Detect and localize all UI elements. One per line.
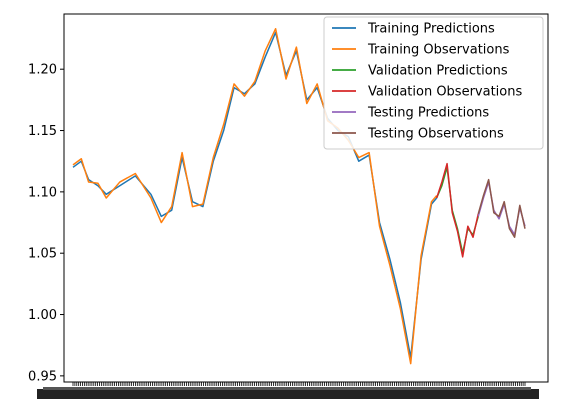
series-line-training-observations — [72, 27, 438, 365]
y-tick-label: 1.05 — [28, 247, 57, 262]
y-tick-label: 1.10 — [28, 185, 57, 200]
legend-label: Validation Predictions — [368, 64, 508, 79]
x-axis — [37, 382, 539, 399]
series-line-testing-observations — [477, 178, 526, 238]
legend-label: Training Predictions — [367, 22, 495, 37]
y-tick-label: 1.00 — [28, 308, 57, 323]
series-lines — [72, 27, 526, 365]
legend-label: Validation Observations — [368, 85, 522, 100]
legend: Training Predictions Training Observation… — [323, 16, 544, 150]
legend-label: Training Observations — [367, 43, 510, 58]
legend-label: Testing Observations — [367, 127, 504, 142]
y-tick-label: 0.95 — [28, 369, 57, 384]
legend-label: Testing Predictions — [367, 106, 489, 121]
y-tick-label: 1.15 — [28, 124, 57, 139]
x-tick-labels-overlap — [37, 389, 539, 399]
legend-box — [323, 16, 544, 150]
y-tick-label: 1.20 — [28, 63, 57, 78]
x-tick-labels-overlap-top — [43, 387, 531, 390]
series-line-validation-observations — [435, 162, 479, 258]
series-line-training-predictions — [72, 31, 438, 359]
y-axis: 0.95 1.00 1.05 1.10 1.15 1.20 — [28, 63, 64, 384]
